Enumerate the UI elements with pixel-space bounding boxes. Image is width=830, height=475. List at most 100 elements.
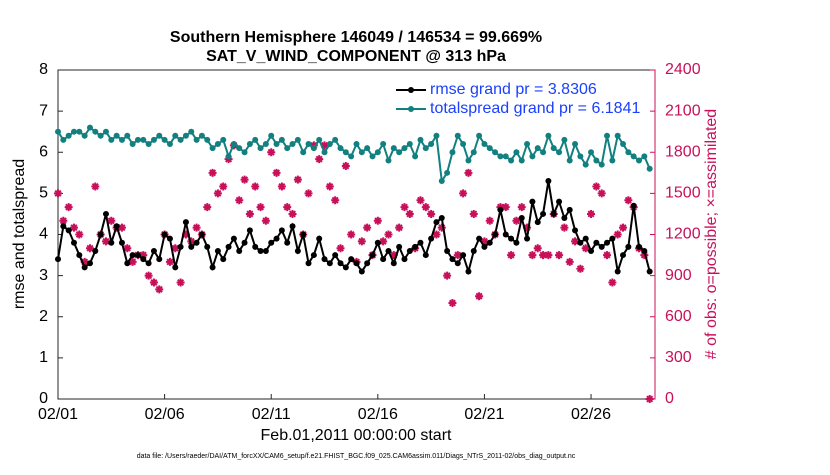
series-marker [406,247,413,254]
series-marker [438,215,445,222]
series-marker [113,223,120,230]
series-marker [390,260,397,267]
series-marker [348,153,355,160]
obs-marker [267,148,276,157]
obs-marker [251,182,260,191]
series-marker [108,136,115,143]
series-marker [289,141,296,148]
series-marker [449,256,456,263]
series-marker [294,247,301,254]
obs-marker [384,230,393,239]
series-marker [198,231,205,238]
y-tick-label: 8 [39,61,48,78]
plot-area [57,69,656,400]
series-marker [241,239,248,246]
series-marker [524,235,531,242]
series-marker [545,178,552,185]
obs-marker [261,216,270,225]
y2-tick-label: 2400 [665,61,701,78]
series-marker [326,260,333,267]
obs-marker [565,257,574,266]
obs-marker [181,230,190,239]
legend-marker [408,106,414,112]
obs-marker [603,251,612,260]
series-marker [236,145,243,152]
series-marker [630,202,637,209]
obs-marker [277,182,286,191]
series-marker [518,157,525,164]
series-marker [385,247,392,254]
series-marker [593,239,600,246]
series-marker [118,136,125,143]
series-marker [236,247,243,254]
series-marker [433,132,440,139]
series-marker [497,206,504,213]
y-tick-label: 0 [39,390,48,407]
series-marker [209,264,216,271]
obs-marker [336,244,345,253]
series-marker [614,268,621,275]
series-marker [252,243,259,250]
series-marker [582,161,589,168]
obs-marker [320,141,329,150]
series-marker [524,141,531,148]
series-marker [193,136,200,143]
series-marker [540,210,547,217]
obs-marker [395,223,404,232]
obs-marker [464,168,473,177]
series-marker [540,149,547,156]
obs-marker [341,161,350,170]
series-marker [486,239,493,246]
obs-marker [155,285,164,294]
series-marker [636,243,643,250]
obs-marker [357,237,366,246]
series-marker [182,132,189,139]
legend-label: rmse grand pr = 3.8306 [430,81,597,98]
obs-marker [245,209,254,218]
series-marker [198,132,205,139]
series-marker [332,252,339,259]
obs-marker [101,237,110,246]
series-marker [65,227,72,234]
x-tick-label: 02/16 [358,406,398,423]
series-marker [572,227,579,234]
series-marker [353,260,360,267]
series-marker [214,247,221,254]
x-axis-label: Feb.01,2011 00:00:00 start [261,427,453,444]
series-marker [438,178,445,185]
series-marker [364,260,371,267]
obs-marker [54,189,62,198]
series-marker [604,132,611,139]
series-marker [449,149,456,156]
series-marker [358,149,365,156]
series-marker [246,141,253,148]
series-marker [508,235,515,242]
series-marker [513,239,520,246]
chart-subtitle: SAT_V_WIND_COMPONENT @ 313 hPa [206,48,506,65]
obs-marker [123,244,132,253]
series-marker [417,136,424,143]
series-marker [401,256,408,263]
series-marker [380,256,387,263]
series-marker [124,260,131,267]
series-marker [310,145,317,152]
series-marker [321,256,328,263]
obs-marker [475,292,484,301]
series-marker [625,149,632,156]
series-marker [326,141,333,148]
series-marker [268,132,275,139]
series-marker [396,243,403,250]
series-marker [454,132,461,139]
series-marker [150,136,157,143]
x-tick-label: 02/21 [464,406,504,423]
obs-marker [171,244,180,253]
series-marker [284,145,291,152]
series-marker [460,141,467,148]
series-marker [140,256,147,263]
series-marker [433,219,440,226]
series-marker [369,153,376,160]
series-marker [220,256,227,263]
obs-marker [315,155,324,164]
series-marker [342,149,349,156]
series-marker [113,132,120,139]
